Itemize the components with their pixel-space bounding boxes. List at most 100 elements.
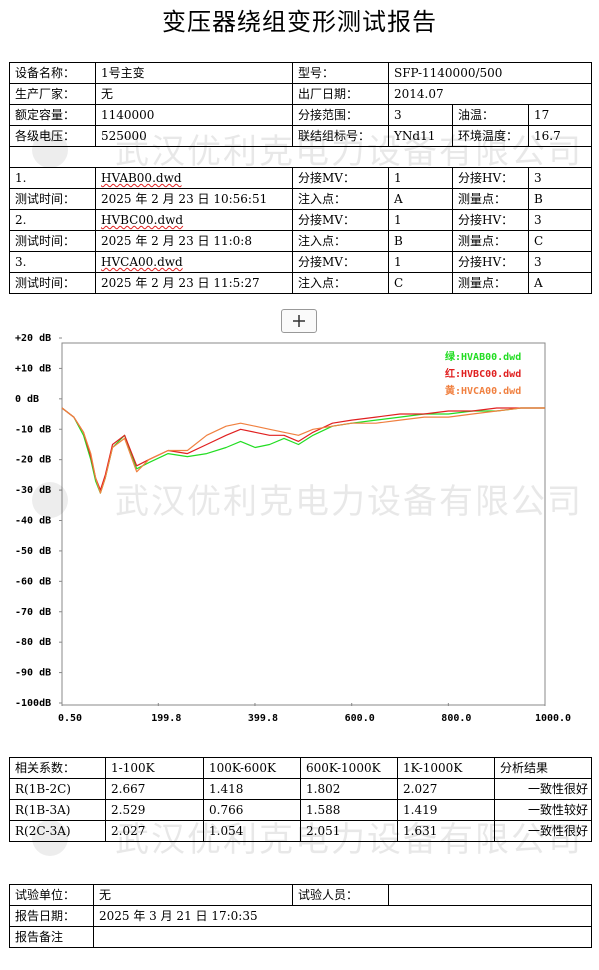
- table-row: 相关系数： 1-100K 100K-600K 600K-1000K 1K-1000K 分析…: [9, 757, 592, 779]
- series-line: [61, 407, 545, 491]
- x-tick-label: 399.8: [248, 713, 278, 724]
- table-cell: 注入点：: [292, 272, 389, 294]
- table-cell: 分析结果: [494, 757, 592, 779]
- table-cell: 分接范围：: [292, 104, 389, 126]
- table-cell: 测量点：: [452, 230, 529, 252]
- table-cell: 2.: [9, 209, 96, 231]
- y-tick-label: +10 dB: [15, 363, 51, 374]
- table-cell: 设备名称：: [9, 62, 96, 84]
- table-cell: 1.419: [397, 799, 495, 821]
- table-cell: 试验单位：: [9, 884, 94, 906]
- table-cell: 注入点：: [292, 188, 389, 210]
- table-row: 测试时间： 2025 年 2 月 23 日 10:56:51 注入点： A 测量点： B: [9, 188, 592, 210]
- table-cell: 525000: [95, 125, 293, 147]
- footer-table: 试验单位：无试验人员： 报告日期： 2025 年 3 月 21 日 17:0:35 报…: [9, 884, 592, 948]
- x-tick-label: 199.8: [151, 713, 181, 724]
- table-cell: A: [528, 272, 592, 294]
- series-line: [61, 407, 545, 494]
- series-line: [61, 407, 545, 494]
- legend-label: 黄:HVCA00.dwd: [445, 384, 521, 397]
- table-row: 额定容量： 1140000 分接范围： 3 油温： 17: [9, 104, 592, 126]
- table-cell: 出厂日期：: [292, 83, 389, 105]
- y-tick-label: -80 dB: [15, 637, 51, 648]
- table-cell: 分接MV：: [292, 167, 389, 189]
- table-cell: 一致性较好: [494, 799, 592, 821]
- table-cell: 1: [388, 209, 453, 231]
- table-cell: 0.766: [203, 799, 301, 821]
- table-cell: 2025 年 2 月 23 日 10:56:51: [95, 188, 293, 210]
- analysis-table: 相关系数： 1-100K 100K-600K 600K-1000K 1K-1000K 分析…: [9, 757, 592, 842]
- table-cell: C: [388, 272, 453, 294]
- table-cell: 3: [528, 167, 592, 189]
- table-cell: 报告日期：: [9, 905, 94, 927]
- add-button[interactable]: [281, 309, 317, 333]
- table-cell: 无: [93, 884, 293, 906]
- table-row: 生产厂家：无出厂日期： 2014.07: [9, 83, 592, 105]
- table-cell: YNd11: [388, 125, 453, 147]
- table-cell: 报告备注: [9, 926, 94, 948]
- x-tick-label: 0.50: [58, 713, 82, 724]
- y-tick-label: -30 dB: [15, 485, 51, 496]
- table-cell: 各级电压：: [9, 125, 96, 147]
- plot-frame: [61, 342, 546, 706]
- table-cell: 3: [388, 104, 453, 126]
- table-cell: 分接MV：: [292, 209, 389, 231]
- table-row: R(1B-2C) 2.667 1.418 1.802 2.027 一致性很好: [9, 778, 592, 800]
- table-row: 报告日期： 2025 年 3 月 21 日 17:0:35: [9, 905, 592, 927]
- y-tick-label: -20 dB: [15, 455, 51, 466]
- table-cell: 2014.07: [388, 83, 592, 105]
- table-cell: 生产厂家：: [9, 83, 96, 105]
- table-cell: 分接HV：: [452, 209, 529, 231]
- y-tick-label: -60 dB: [15, 576, 51, 587]
- y-tick-label: -90 dB: [15, 668, 51, 679]
- table-cell: A: [388, 188, 453, 210]
- table-cell: 100K-600K: [203, 757, 301, 779]
- table-cell: 试验人员：: [292, 884, 389, 906]
- table-cell: 2.529: [105, 799, 204, 821]
- table-row: R(1B-3A) 2.529 0.766 1.588 1.419 一致性较好: [9, 799, 592, 821]
- table-cell: HVBC00.dwd: [95, 209, 293, 231]
- table-cell: 1: [388, 251, 453, 273]
- legend-label: 绿:HVAB00.dwd: [445, 350, 521, 363]
- table-cell: B: [528, 188, 592, 210]
- table-cell: 测试时间：: [9, 188, 96, 210]
- table-cell: 3: [528, 209, 592, 231]
- table-cell: 联结组标号：: [292, 125, 389, 147]
- table-row: [9, 146, 592, 168]
- table-cell: 分接MV：: [292, 251, 389, 273]
- x-tick-label: 800.0: [441, 713, 471, 724]
- table-row: 测试时间： 2025 年 2 月 23 日 11:5:27 注入点： C 测量点： A: [9, 272, 592, 294]
- table-cell: 600K-1000K: [300, 757, 398, 779]
- table-cell: 1.418: [203, 778, 301, 800]
- table-cell: 1.: [9, 167, 96, 189]
- table-cell: SFP-1140000/500: [388, 62, 592, 84]
- y-tick-label: +20 dB: [15, 333, 51, 344]
- table-cell: 2025 年 2 月 23 日 11:0:8: [95, 230, 293, 252]
- table-row: 测试时间： 2025 年 2 月 23 日 11:0:8 注入点： B 测量点： C: [9, 230, 592, 252]
- table-cell: 测量点：: [452, 188, 529, 210]
- table-cell: 测试时间：: [9, 272, 96, 294]
- table-cell: 测试时间：: [9, 230, 96, 252]
- table-row: 报告备注: [9, 926, 592, 948]
- y-tick-label: -70 dB: [15, 607, 51, 618]
- table-cell: 1: [388, 167, 453, 189]
- table-cell: 17: [528, 104, 592, 126]
- report-title: 变压器绕组变形测试报告: [162, 8, 437, 36]
- table-cell: 2.667: [105, 778, 204, 800]
- table-cell: 2025 年 2 月 23 日 11:5:27: [95, 272, 293, 294]
- table-cell: R(2C-3A): [9, 820, 106, 842]
- table-cell: 3.: [9, 251, 96, 273]
- legend-label: 红:HVBC00.dwd: [445, 367, 521, 380]
- table-cell: 测量点：: [452, 272, 529, 294]
- y-tick-label: -40 dB: [15, 516, 51, 527]
- x-tick-label: 600.0: [345, 713, 375, 724]
- table-cell: B: [388, 230, 453, 252]
- table-cell: 无: [95, 83, 293, 105]
- table-cell: [388, 884, 592, 906]
- table-cell: 16.7: [528, 125, 592, 147]
- table-cell: 3: [528, 251, 592, 273]
- table-cell: [93, 926, 592, 948]
- table-row: 1. HVAB00.dwd 分接MV： 1 分接HV： 3: [9, 167, 592, 189]
- table-row: 各级电压： 525000 联结组标号： YNd11 环境温度： 16.7: [9, 125, 592, 147]
